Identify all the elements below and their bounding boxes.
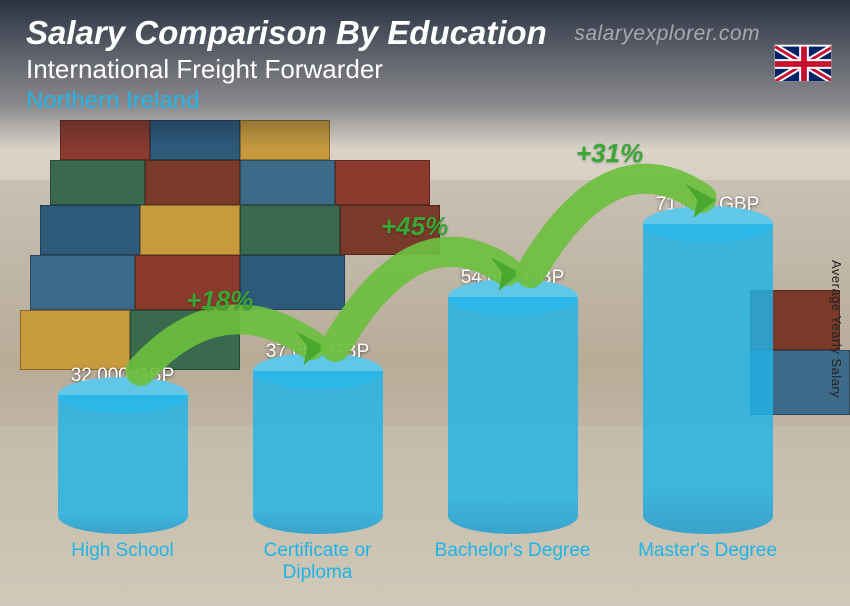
bar	[448, 297, 578, 534]
bars-container: 32,000 GBP High School 37,600 GBP Certif…	[30, 130, 800, 534]
bar-group: 71,500 GBP Master's Degree	[618, 194, 798, 534]
bar-category-label: High School	[33, 540, 213, 562]
increase-label: +31%	[576, 138, 643, 169]
bar-category-label: Certificate or Diploma	[228, 540, 408, 584]
increase-label: +45%	[381, 211, 448, 242]
watermark: salaryexplorer.com	[574, 22, 760, 46]
bar-chart: 32,000 GBP High School 37,600 GBP Certif…	[30, 130, 800, 584]
uk-flag-icon	[774, 44, 832, 82]
bar-group: 54,600 GBP Bachelor's Degree	[423, 267, 603, 534]
header: Salary Comparison By Education Internati…	[26, 14, 547, 115]
bar-category-label: Master's Degree	[618, 540, 798, 562]
bar	[643, 224, 773, 534]
bar-body	[448, 297, 578, 534]
bar-group: 32,000 GBP High School	[33, 365, 213, 534]
bar-body	[643, 224, 773, 534]
chart-subtitle: International Freight Forwarder	[26, 54, 547, 85]
chart-region: Northern Ireland	[26, 87, 547, 115]
bar-category-label: Bachelor's Degree	[423, 540, 603, 562]
bar-body	[58, 395, 188, 534]
bar	[253, 371, 383, 534]
increase-label: +18%	[186, 285, 253, 316]
bar-body	[253, 371, 383, 534]
bar-group: 37,600 GBP Certificate or Diploma	[228, 341, 408, 534]
y-axis-label: Average Yearly Salary	[829, 260, 844, 398]
bar	[58, 395, 188, 534]
chart-title: Salary Comparison By Education	[26, 14, 547, 52]
